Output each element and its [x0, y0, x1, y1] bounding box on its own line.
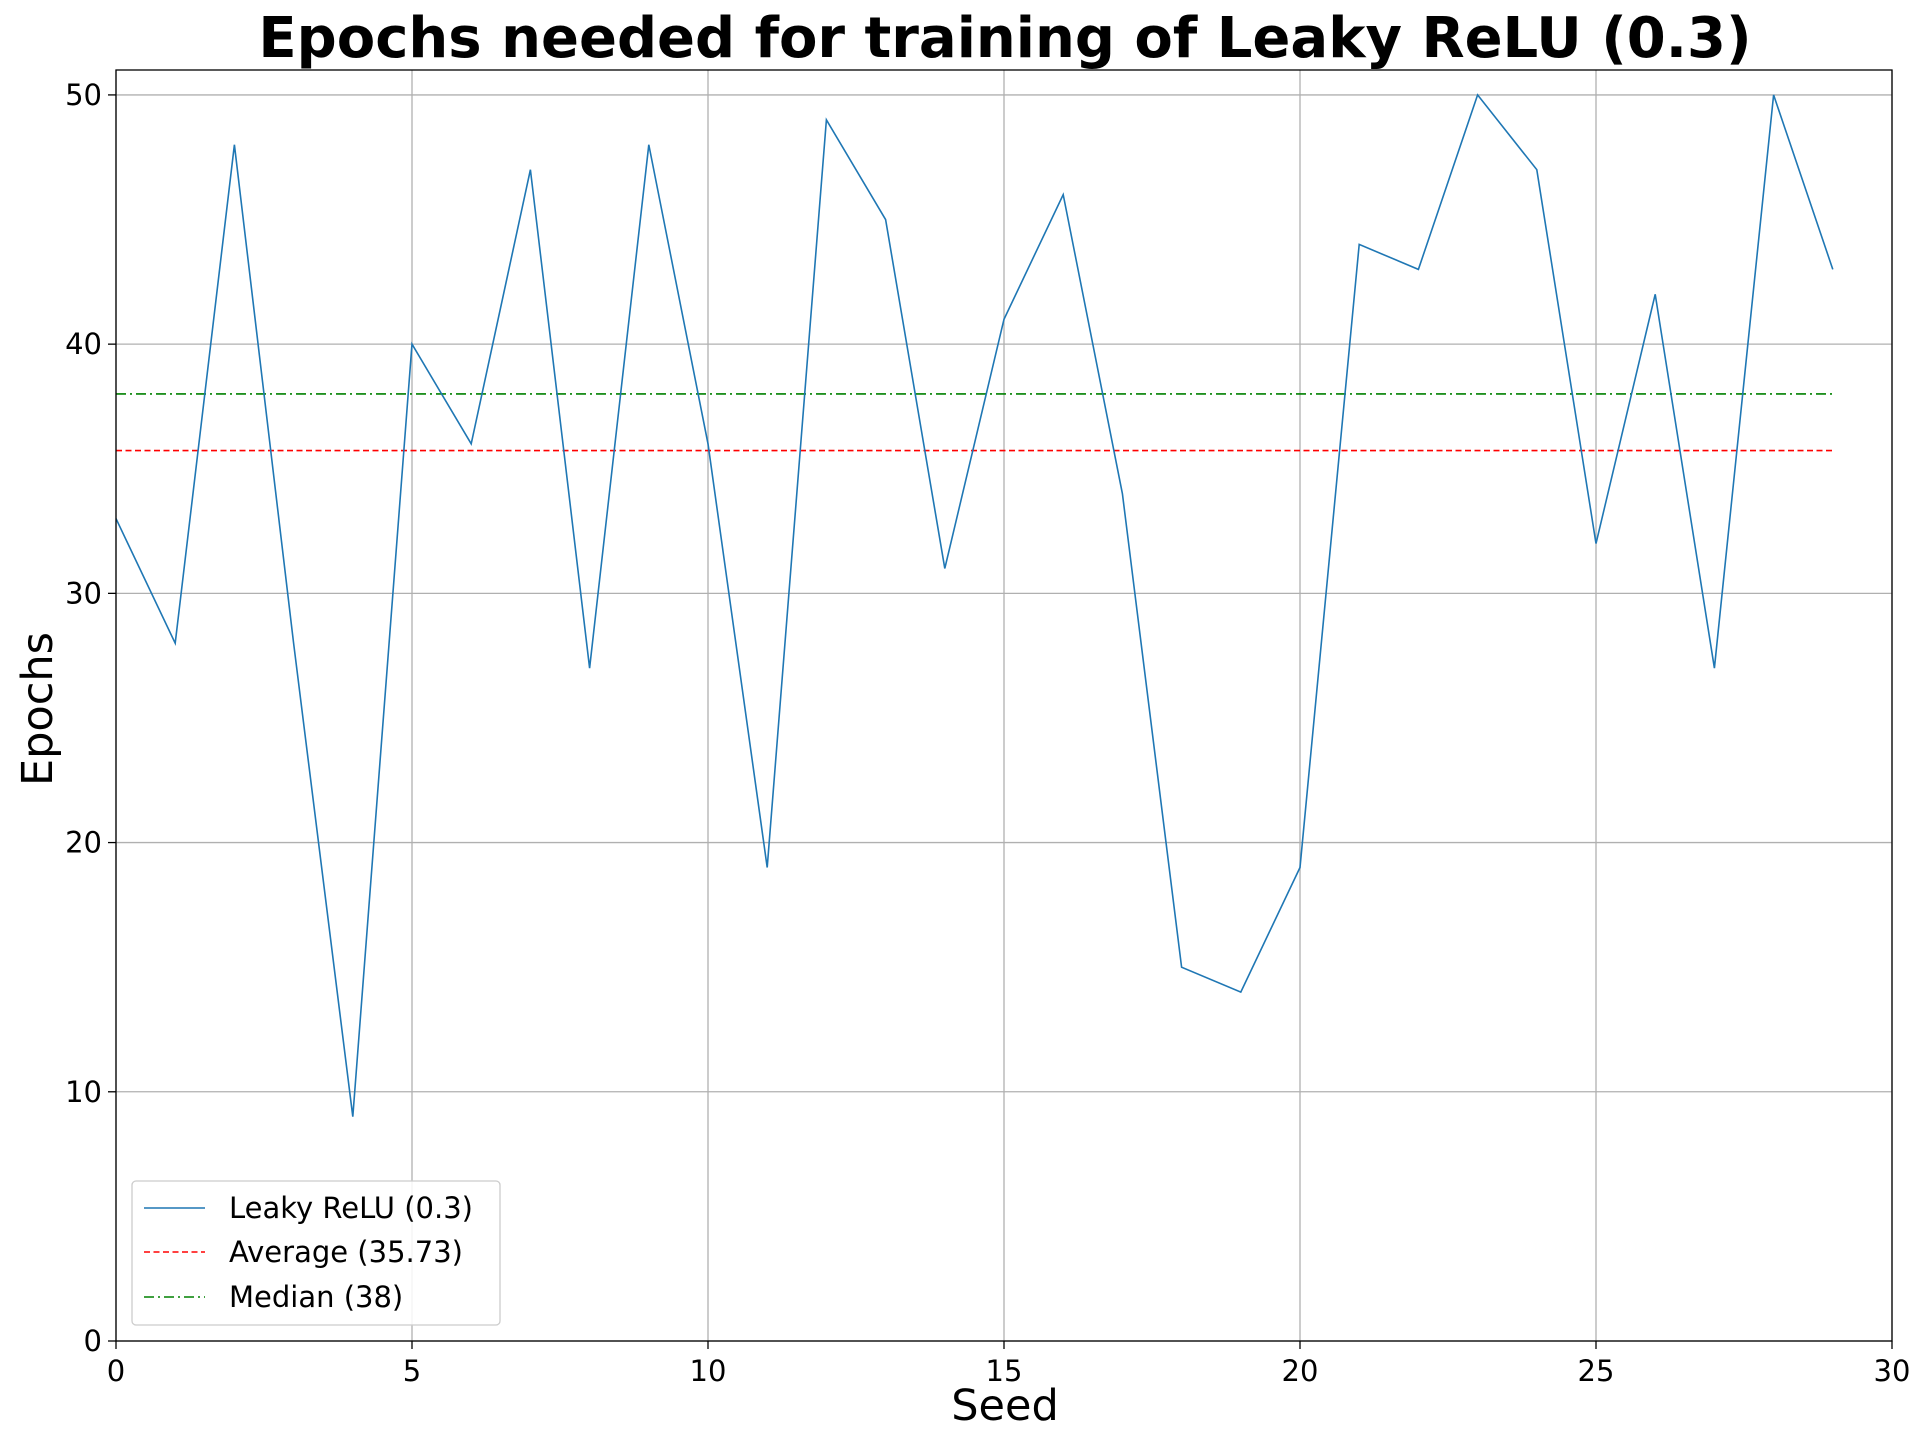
- legend-label-median: Median (38): [229, 1280, 403, 1314]
- y-axis-label: Epochs: [13, 632, 63, 786]
- x-tick-label: 20: [1282, 1354, 1319, 1388]
- y-tick-label: 50: [65, 78, 102, 112]
- y-tick-label: 10: [65, 1075, 102, 1109]
- reference-lines: [116, 393, 1833, 452]
- y-tick-label: 20: [65, 826, 102, 860]
- axis-ticks: 0 5 10 15 20 25 30 0 10 20 30 40 50: [65, 78, 1910, 1388]
- x-tick-label: 30: [1874, 1354, 1911, 1388]
- series-layer: [115, 93, 1834, 1117]
- y-tick-label: 40: [65, 327, 102, 361]
- y-tick-label: 0: [84, 1324, 102, 1358]
- y-tick-label: 30: [65, 576, 102, 610]
- legend-label-leaky-relu: Leaky ReLU (0.3): [229, 1191, 473, 1225]
- x-tick-label: 25: [1578, 1354, 1615, 1388]
- legend-box: [131, 1180, 501, 1326]
- chart-title: Epochs needed for training of Leaky ReLU…: [258, 6, 1751, 71]
- x-tick-label: 5: [403, 1354, 421, 1388]
- x-tick-label: 0: [107, 1354, 125, 1388]
- series-line-leaky-relu: [115, 93, 1834, 1117]
- legend-label-average: Average (35.73): [229, 1235, 463, 1269]
- x-tick-label: 15: [986, 1354, 1023, 1388]
- legend: Leaky ReLU (0.3) Average (35.73) Median …: [131, 1180, 501, 1326]
- x-tick-label: 10: [690, 1354, 727, 1388]
- x-axis-label: Seed: [951, 1381, 1059, 1431]
